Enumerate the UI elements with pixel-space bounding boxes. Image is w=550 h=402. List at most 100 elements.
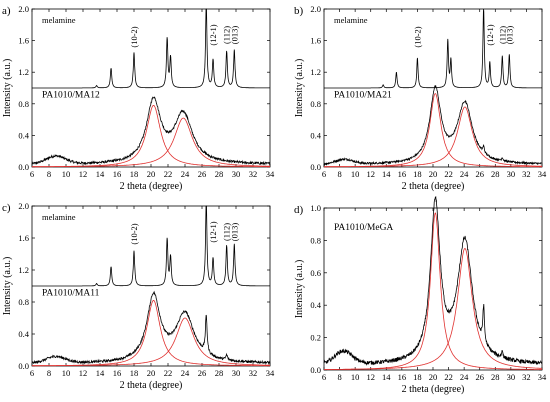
y-tick-label: 0.4 — [18, 130, 29, 140]
chart-panel-b: 6 8 10 12 14 16 18 20 22 24 26 28 30 32 34 0.0 0.4 0.8 1.2… — [294, 4, 547, 192]
y-axis-label: Intensity (a.u.) — [2, 59, 13, 118]
y-tick-label: 0.4 — [18, 329, 29, 339]
x-tick-label: 26 — [198, 169, 207, 179]
x-axis-label: 2 theta (degree) — [120, 181, 183, 192]
x-tick-label: 8 — [47, 169, 51, 179]
x-tick-label: 28 — [491, 372, 500, 382]
sample-pattern — [31, 96, 271, 166]
x-tick-label: 14 — [382, 169, 391, 179]
x-tick-label: 22 — [444, 372, 453, 382]
y-tick-label: 1.6 — [18, 233, 29, 243]
y-tick-label: 0.8 — [18, 297, 29, 307]
x-tick-label: 16 — [113, 368, 122, 378]
sample-pattern — [32, 290, 271, 366]
x-tick-label: 12 — [366, 372, 375, 382]
fit-curve-2 — [31, 317, 270, 367]
fit-curve-2 — [324, 106, 542, 168]
sample-label: PA1010/MA21 — [334, 90, 392, 100]
x-tick-label: 18 — [413, 372, 422, 382]
y-tick-label: 1.2 — [18, 265, 29, 275]
x-tick-label: 34 — [266, 169, 275, 179]
x-tick-label: 30 — [507, 372, 516, 382]
x-tick-label: 18 — [130, 169, 139, 179]
x-tick-label: 14 — [96, 368, 105, 378]
x-tick-label: 6 — [322, 372, 326, 382]
y-tick-label: 0.0 — [310, 365, 321, 375]
x-axis-label: 2 theta (degree) — [402, 384, 465, 395]
x-tick-label: 16 — [113, 169, 122, 179]
x-tick-label: 6 — [30, 368, 34, 378]
x-tick-label: 30 — [232, 169, 241, 179]
panel-label: a) — [2, 5, 11, 17]
x-tick-label: 10 — [62, 169, 71, 179]
x-tick-label: 28 — [215, 368, 224, 378]
y-tick-label: 2.0 — [18, 201, 29, 211]
x-tick-label: 26 — [475, 169, 484, 179]
y-axis-label: Intensity (a.u.) — [2, 257, 13, 316]
x-tick-label: 32 — [249, 169, 258, 179]
peak-label: (10-2) — [129, 26, 139, 47]
x-tick-label: 30 — [507, 169, 516, 179]
chart-panel-a: 6 8 10 12 14 16 18 20 22 24 26 28 30 32 34 0.0 0.4 0.8 1.2… — [2, 4, 275, 192]
x-tick-label: 20 — [429, 169, 438, 179]
x-tick-label: 26 — [475, 372, 484, 382]
y-tick-label: 1.0 — [310, 203, 321, 213]
peak-label: (10-2) — [412, 26, 422, 47]
sample-label: PA1010/MA12 — [42, 90, 100, 100]
panel-label: c) — [2, 202, 11, 214]
sample-pattern — [323, 84, 543, 166]
peak-label: (013) — [229, 223, 239, 242]
x-tick-label: 34 — [538, 169, 547, 179]
panel-label: b) — [294, 5, 304, 17]
x-tick-label: 8 — [337, 372, 341, 382]
fit-curve-1 — [32, 299, 270, 367]
y-tick-label: 0.0 — [18, 361, 29, 371]
x-tick-label: 32 — [522, 169, 531, 179]
y-tick-label: 0.0 — [310, 162, 321, 172]
y-tick-label: 0.0 — [18, 162, 29, 172]
x-tick-label: 14 — [96, 169, 105, 179]
x-tick-label: 10 — [351, 169, 360, 179]
x-tick-label: 20 — [147, 368, 156, 378]
y-tick-label: 0.8 — [310, 99, 321, 109]
y-tick-label: 1.6 — [310, 36, 321, 46]
reference-label: melamine — [334, 15, 368, 25]
x-tick-label: 12 — [366, 169, 375, 179]
x-tick-label: 30 — [232, 368, 241, 378]
y-tick-label: 1.6 — [18, 36, 29, 46]
x-axis-label: 2 theta (degree) — [120, 380, 183, 391]
y-axis-label: Intensity (a.u.) — [294, 260, 305, 319]
sample-label: PA1010/MeGA — [334, 223, 393, 233]
fit-curve-1 — [324, 212, 542, 371]
y-tick-label: 2.0 — [18, 4, 29, 14]
y-tick-label: 0.8 — [18, 99, 29, 109]
melamine-pattern — [32, 205, 270, 287]
y-axis-label: Intensity (a.u.) — [294, 59, 305, 118]
x-tick-label: 32 — [522, 372, 531, 382]
sample-pattern — [323, 196, 543, 366]
x-tick-label: 10 — [62, 368, 71, 378]
chart-panel-c: 6 8 10 12 14 16 18 20 22 24 26 28 30 32 34 0.0 0.4 0.8 1.2… — [2, 201, 275, 391]
x-tick-label: 22 — [444, 169, 453, 179]
y-tick-label: 0.8 — [310, 235, 321, 245]
x-tick-label: 18 — [413, 169, 422, 179]
peak-label: (12-1) — [208, 24, 218, 45]
x-tick-label: 24 — [460, 169, 469, 179]
x-tick-label: 14 — [382, 372, 391, 382]
x-tick-label: 12 — [79, 169, 88, 179]
x-tick-label: 24 — [181, 169, 190, 179]
x-tick-label: 26 — [198, 368, 207, 378]
melamine-pattern — [324, 8, 542, 89]
y-tick-label: 0.4 — [310, 130, 321, 140]
x-axis-label: 2 theta (degree) — [402, 181, 465, 192]
panel-label: d) — [294, 204, 304, 216]
x-tick-label: 22 — [164, 169, 173, 179]
peak-label: (12-1) — [208, 221, 218, 242]
x-tick-label: 32 — [249, 368, 258, 378]
x-tick-label: 34 — [266, 368, 275, 378]
y-tick-label: 1.2 — [310, 67, 321, 77]
peak-label: (12-1) — [485, 24, 495, 45]
peak-label: (112) — [222, 26, 232, 44]
y-tick-label: 1.2 — [18, 67, 29, 77]
